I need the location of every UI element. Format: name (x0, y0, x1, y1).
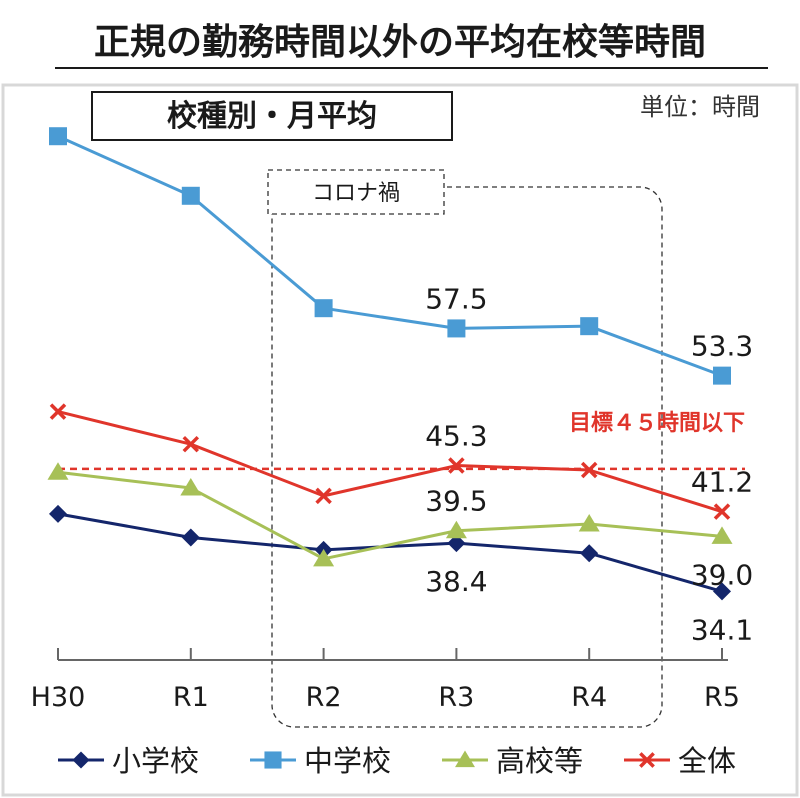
data-point-overall (713, 503, 731, 520)
data-point-high_school (180, 478, 202, 496)
series-junior_high (49, 127, 731, 385)
data-label: 39.5 (425, 485, 487, 518)
covid-period-box (271, 186, 663, 728)
data-point-junior_high (580, 317, 599, 336)
x-tick-label: R4 (571, 682, 607, 713)
data-point-elementary (580, 544, 599, 563)
data-point-high_school (578, 513, 600, 532)
x-tick-label: R3 (438, 682, 474, 713)
data-point-overall (315, 487, 332, 505)
series-line-high_school (57, 470, 723, 561)
x-marker-stroke (182, 435, 200, 453)
x-tick-label: H30 (31, 682, 86, 713)
subtitle-box (91, 91, 453, 141)
chart-title: 正規の勤務時間以外の平均在校等時間 (94, 22, 706, 63)
legend-item-high_school: 高校等 (442, 744, 583, 778)
data-point-overall (182, 435, 200, 453)
data-label: 57.5 (425, 282, 487, 315)
series-high_school (47, 462, 733, 567)
x-marker-stroke (639, 752, 655, 768)
legend-label: 全体 (678, 744, 736, 778)
legend-label: 小学校 (112, 744, 199, 778)
data-point-high_school (47, 462, 69, 480)
data-point-junior_high (49, 127, 67, 146)
legend-marker (264, 751, 282, 769)
covid-label: コロナ禍 (312, 181, 400, 206)
data-label: 53.3 (691, 330, 753, 363)
series-line-elementary (57, 512, 723, 593)
target-group: 目標４５時間以下 (58, 411, 745, 471)
data-point-junior_high (314, 299, 333, 318)
data-label: 38.4 (425, 565, 487, 598)
series-layer (47, 127, 733, 601)
data-point-elementary (181, 528, 200, 547)
x-tick-label: R1 (173, 682, 209, 713)
series-elementary (49, 504, 731, 601)
legend-marker (639, 752, 655, 768)
chart-frame (1, 83, 799, 797)
legend-marker (455, 750, 475, 768)
data-point-high_school (445, 520, 467, 539)
legend: 小学校 中学校 高校等 全体 (58, 744, 736, 778)
data-point-elementary (49, 504, 67, 523)
series-line-junior_high (57, 134, 723, 378)
covid-label-box (267, 169, 445, 215)
legend-label: 高校等 (496, 744, 583, 778)
x-tick-label: R2 (306, 682, 342, 713)
data-label-layer: 57.5 53.3 45.3 41.2 39.5 39.0 38.4 34.1 (425, 282, 753, 646)
x-marker-stroke (448, 457, 465, 474)
chart-subtitle: 校種別・月平均 (167, 99, 377, 134)
data-label: 41.2 (691, 466, 753, 499)
x-tick-label: R5 (704, 682, 740, 713)
data-point-elementary (713, 582, 731, 601)
data-point-elementary (447, 534, 466, 553)
data-label: 45.3 (425, 420, 487, 453)
data-point-high_school (313, 548, 335, 567)
legend-item-overall: 全体 (624, 744, 736, 778)
data-point-high_school (711, 526, 733, 544)
x-marker-stroke (315, 487, 332, 505)
series-overall (49, 403, 731, 520)
data-point-junior_high (447, 319, 466, 338)
x-marker-stroke (580, 461, 598, 479)
target-label: 目標４５時間以下 (569, 411, 745, 436)
data-point-junior_high (713, 366, 731, 385)
data-point-junior_high (181, 186, 200, 205)
x-marker-stroke (49, 403, 67, 420)
legend-marker (72, 751, 90, 769)
legend-item-elementary: 小学校 (58, 744, 199, 778)
data-point-overall (49, 403, 67, 420)
x-marker-stroke (713, 503, 731, 520)
series-line-overall (57, 410, 723, 514)
data-point-overall (580, 461, 598, 479)
legend-item-junior_high: 中学校 (250, 744, 391, 778)
legend-label: 中学校 (304, 744, 391, 778)
data-label: 39.0 (691, 558, 753, 591)
data-point-overall (448, 457, 465, 474)
x-axis: H30 R1 R2 R3 R4 R5 (31, 648, 740, 713)
unit-label: 単位：時間 (640, 93, 760, 121)
data-label: 34.1 (691, 613, 753, 646)
